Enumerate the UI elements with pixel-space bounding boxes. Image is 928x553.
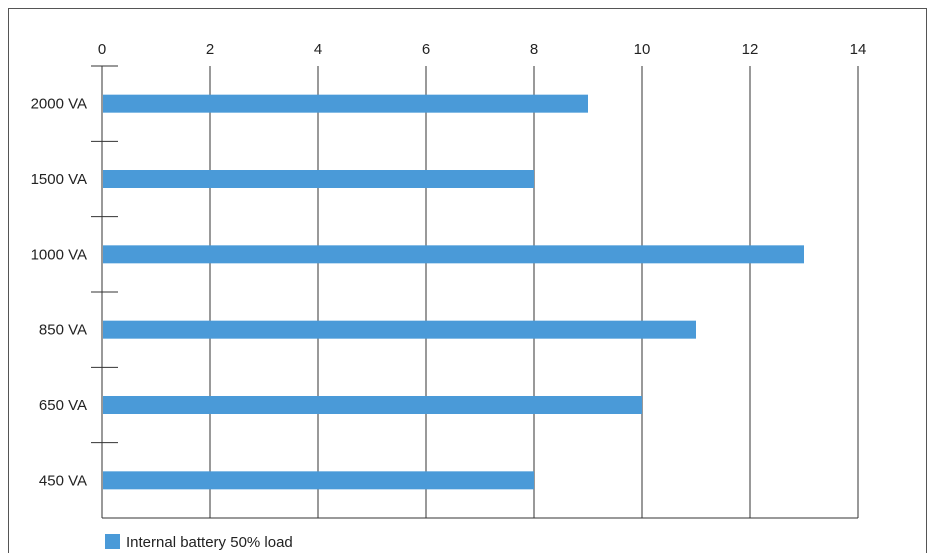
x-tick-label: 8	[530, 41, 538, 58]
category-label: 2000 VA	[31, 96, 87, 113]
bar	[103, 245, 804, 264]
bar	[103, 320, 696, 339]
x-tick-label: 14	[850, 41, 867, 58]
category-label: 1500 VA	[31, 171, 87, 188]
x-tick-label: 10	[634, 41, 651, 58]
x-tick-label: 0	[98, 41, 106, 58]
category-labels: 2000 VA 1500 VA 1000 VA 850 VA 650 VA 450 VA	[31, 96, 87, 490]
bar	[103, 94, 588, 113]
x-tick-label: 12	[742, 41, 759, 58]
category-label: 650 VA	[39, 397, 87, 414]
bar	[103, 471, 534, 490]
bar	[103, 170, 534, 188]
bars	[103, 94, 804, 490]
category-label: 450 VA	[39, 472, 87, 489]
x-axis-ticks: 0 2 4 6 8 10 12 14	[98, 41, 867, 58]
category-label: 850 VA	[39, 322, 87, 339]
bar	[103, 396, 642, 414]
chart-frame	[8, 8, 927, 553]
x-tick-label: 6	[422, 41, 430, 58]
legend-swatch	[105, 534, 120, 549]
x-tick-label: 2	[206, 41, 214, 58]
gridlines	[209, 66, 859, 518]
legend-label: Internal battery 50% load	[126, 534, 293, 551]
x-tick-label: 4	[314, 41, 322, 58]
y-axis	[91, 65, 858, 519]
category-label: 1000 VA	[31, 246, 87, 263]
legend: Internal battery 50% load	[105, 534, 293, 551]
